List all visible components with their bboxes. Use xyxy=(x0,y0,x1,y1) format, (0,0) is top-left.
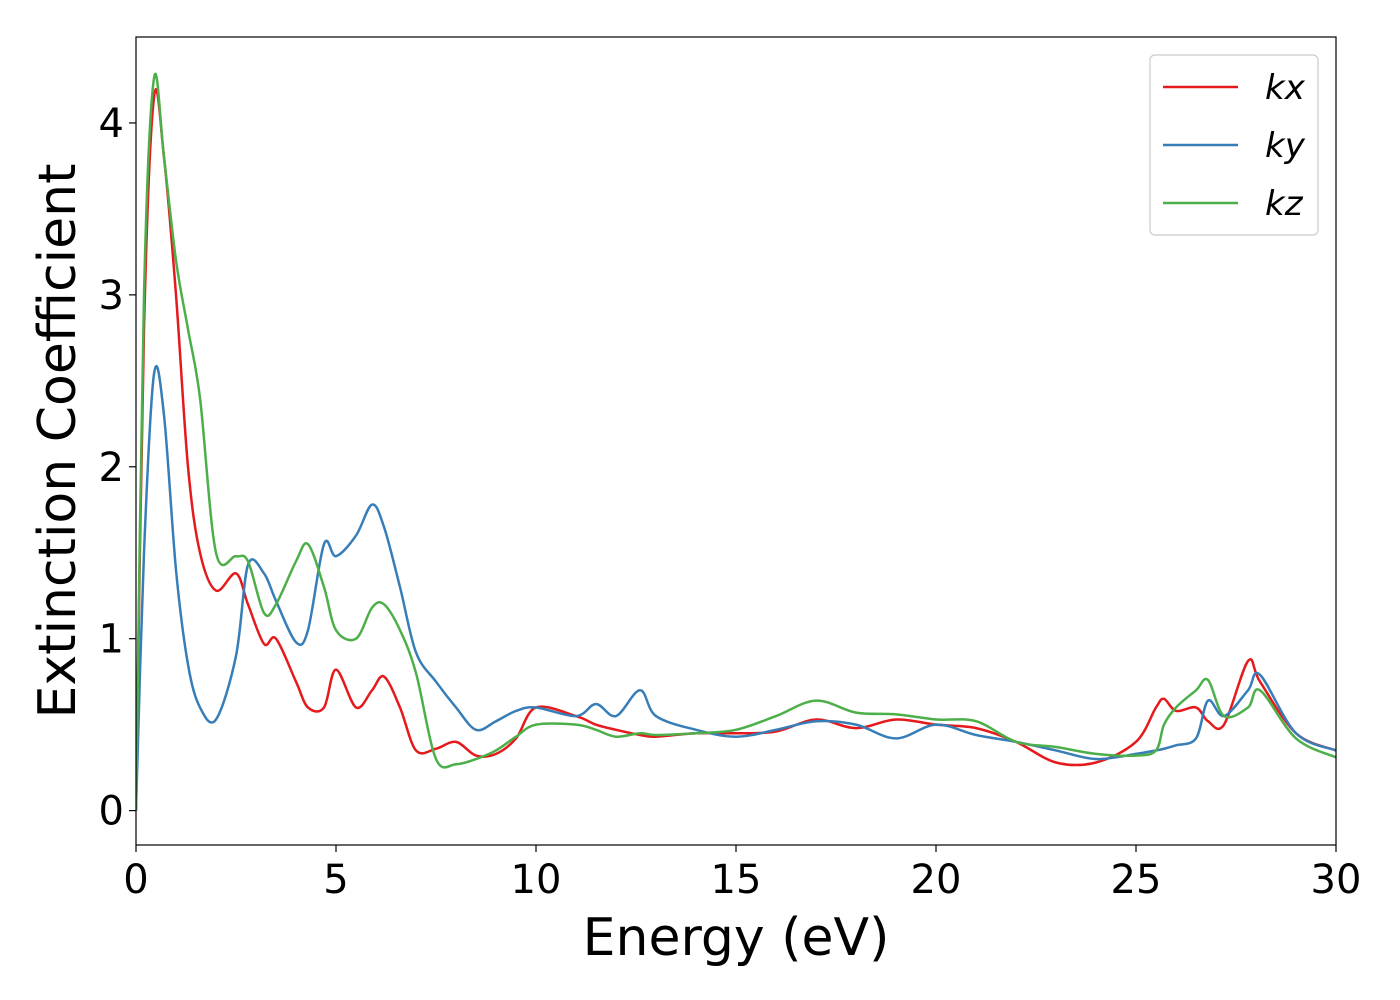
series-line xyxy=(136,88,1336,811)
legend-label: kz xyxy=(1265,184,1304,224)
y-tick-label: 3 xyxy=(99,273,124,319)
plot-frame xyxy=(135,36,1337,846)
y-tick-label: 1 xyxy=(99,617,124,663)
series-line xyxy=(136,365,1336,811)
y-tick-label: 4 xyxy=(99,101,124,147)
x-tick-label: 30 xyxy=(1311,857,1362,903)
legend: kx ky kz xyxy=(1149,54,1319,236)
x-tick-label: 20 xyxy=(911,857,962,903)
x-tick-label: 25 xyxy=(1111,857,1162,903)
legend-label: kx xyxy=(1265,68,1306,108)
x-tick-label: 0 xyxy=(123,857,148,903)
x-tick-label: 10 xyxy=(511,857,562,903)
series-line xyxy=(136,72,1336,811)
x-axis-label: Energy (eV) xyxy=(583,908,890,968)
legend-label: ky xyxy=(1265,126,1306,166)
y-tick-label: 0 xyxy=(99,789,124,835)
y-tick-label: 2 xyxy=(99,445,124,491)
x-tick-label: 5 xyxy=(323,857,348,903)
y-axis-label: Extinction Coefficient xyxy=(28,164,88,719)
x-tick-label: 15 xyxy=(711,857,762,903)
